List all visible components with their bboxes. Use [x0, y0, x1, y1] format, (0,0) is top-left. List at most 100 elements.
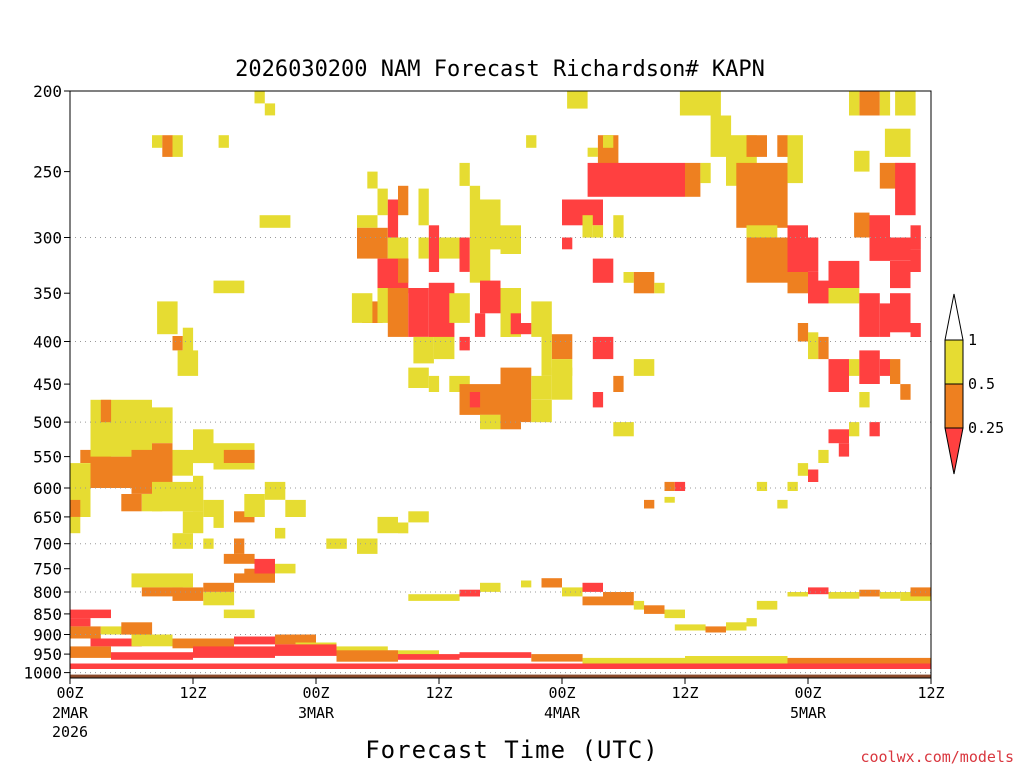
heatmap-cell [223, 449, 255, 463]
heatmap-cell [582, 215, 593, 238]
heatmap-cell [90, 638, 142, 647]
heatmap-cell [172, 336, 183, 351]
colorbar-label: 1 [968, 331, 977, 349]
heatmap-cell [541, 334, 552, 376]
heatmap-cell [218, 135, 229, 148]
heatmap-cell [428, 375, 440, 392]
x-tick-label: 00Z [794, 684, 821, 702]
x-tick-sublabel: 2MAR [52, 704, 89, 722]
heatmap-cell [193, 475, 204, 512]
heatmap-cell [879, 359, 891, 376]
heatmap-cell [900, 592, 932, 601]
y-tick-label: 700 [33, 535, 62, 554]
heatmap-cell [357, 215, 378, 228]
heatmap-cell [285, 499, 306, 517]
heatmap-cell [869, 422, 880, 437]
heatmap-cell [808, 587, 829, 595]
heatmap-cell [474, 313, 486, 337]
heatmap-cell [480, 199, 501, 250]
heatmap-cell [275, 644, 337, 656]
y-tick-label: 450 [33, 375, 62, 394]
heatmap-cell [244, 494, 265, 517]
heatmap-cell [623, 272, 634, 283]
heatmap-cell [131, 449, 152, 494]
heatmap-cell [633, 600, 645, 610]
heatmap-cell [70, 499, 81, 517]
heatmap-cell [551, 367, 573, 400]
heatmap-cell [895, 91, 916, 116]
heatmap-cell [890, 237, 911, 261]
heatmap-cell [685, 656, 788, 664]
heatmap-cell [746, 237, 788, 283]
heatmap-cell [398, 654, 460, 660]
heatmap-cell [172, 638, 234, 649]
heatmap-cell [469, 185, 481, 238]
heatmap-cell [808, 280, 829, 304]
heatmap-cell [828, 288, 860, 304]
heatmap-cell [449, 293, 470, 323]
heatmap-cell [859, 350, 880, 384]
heatmap-cell [387, 237, 409, 261]
heatmap-cell [177, 350, 199, 376]
heatmap-cell [592, 258, 614, 283]
heatmap-cell [259, 215, 291, 228]
heatmap-cell [859, 589, 880, 597]
x-tick-sublabel: 5MAR [790, 704, 827, 722]
heatmap-cell [756, 600, 778, 610]
heatmap-cell [562, 587, 583, 597]
heatmap-cell [777, 135, 788, 157]
heatmap-cell [413, 336, 434, 364]
heatmap-cell [234, 511, 255, 523]
heatmap-cell [828, 592, 860, 599]
heatmap-cell [141, 587, 183, 597]
heatmap-cell [633, 272, 655, 294]
heatmap-cell [172, 449, 193, 476]
heatmap-cell [408, 594, 460, 601]
heatmap-cell [603, 135, 614, 148]
heatmap-cells [70, 91, 932, 669]
heatmap-cell [469, 237, 491, 283]
colorbar-swatch [944, 383, 964, 429]
heatmap-cell [603, 592, 634, 606]
heatmap-cell [121, 494, 142, 512]
heatmap-cell [787, 272, 808, 294]
y-tick-label: 850 [33, 605, 62, 624]
heatmap-cell [70, 609, 111, 619]
y-tick-label: 400 [33, 333, 62, 352]
colorbar-swatch [944, 427, 964, 475]
heatmap-cell [787, 225, 808, 272]
heatmap-cell [131, 573, 193, 588]
heatmap-cell [592, 225, 604, 238]
heatmap-cell [787, 481, 798, 491]
ground-surface [70, 674, 931, 678]
heatmap-cell [664, 496, 675, 503]
heatmap-cell [193, 429, 214, 464]
heatmap-cell [203, 499, 224, 517]
heatmap-cell [223, 609, 255, 619]
heatmap-cell [910, 249, 921, 272]
heatmap-cell [70, 626, 101, 639]
heatmap-cell [172, 533, 193, 549]
heatmap-cell [587, 147, 598, 157]
heatmap-cell [70, 516, 81, 534]
colorbar-label: 0.5 [968, 375, 995, 393]
heatmap-cell [264, 481, 286, 500]
heatmap-cell [644, 605, 665, 614]
heatmap-cell [500, 367, 532, 423]
heatmap-cell [326, 646, 388, 655]
heatmap-cell [890, 260, 911, 289]
y-tick-label: 250 [33, 163, 62, 182]
heatmap-cell [459, 162, 470, 186]
heatmap-cell [613, 215, 624, 238]
heatmap-cell [234, 636, 275, 645]
heatmap-cell [879, 303, 891, 337]
heatmap-cell [818, 449, 829, 463]
heatmap-cell [244, 568, 255, 576]
heatmap-cell [408, 367, 429, 388]
heatmap-cell [521, 580, 532, 588]
heatmap-cell [777, 499, 788, 509]
heatmap-cell [234, 573, 275, 583]
heatmap-cell [428, 225, 440, 272]
heatmap-cell [418, 188, 429, 226]
heatmap-cell [264, 103, 276, 116]
